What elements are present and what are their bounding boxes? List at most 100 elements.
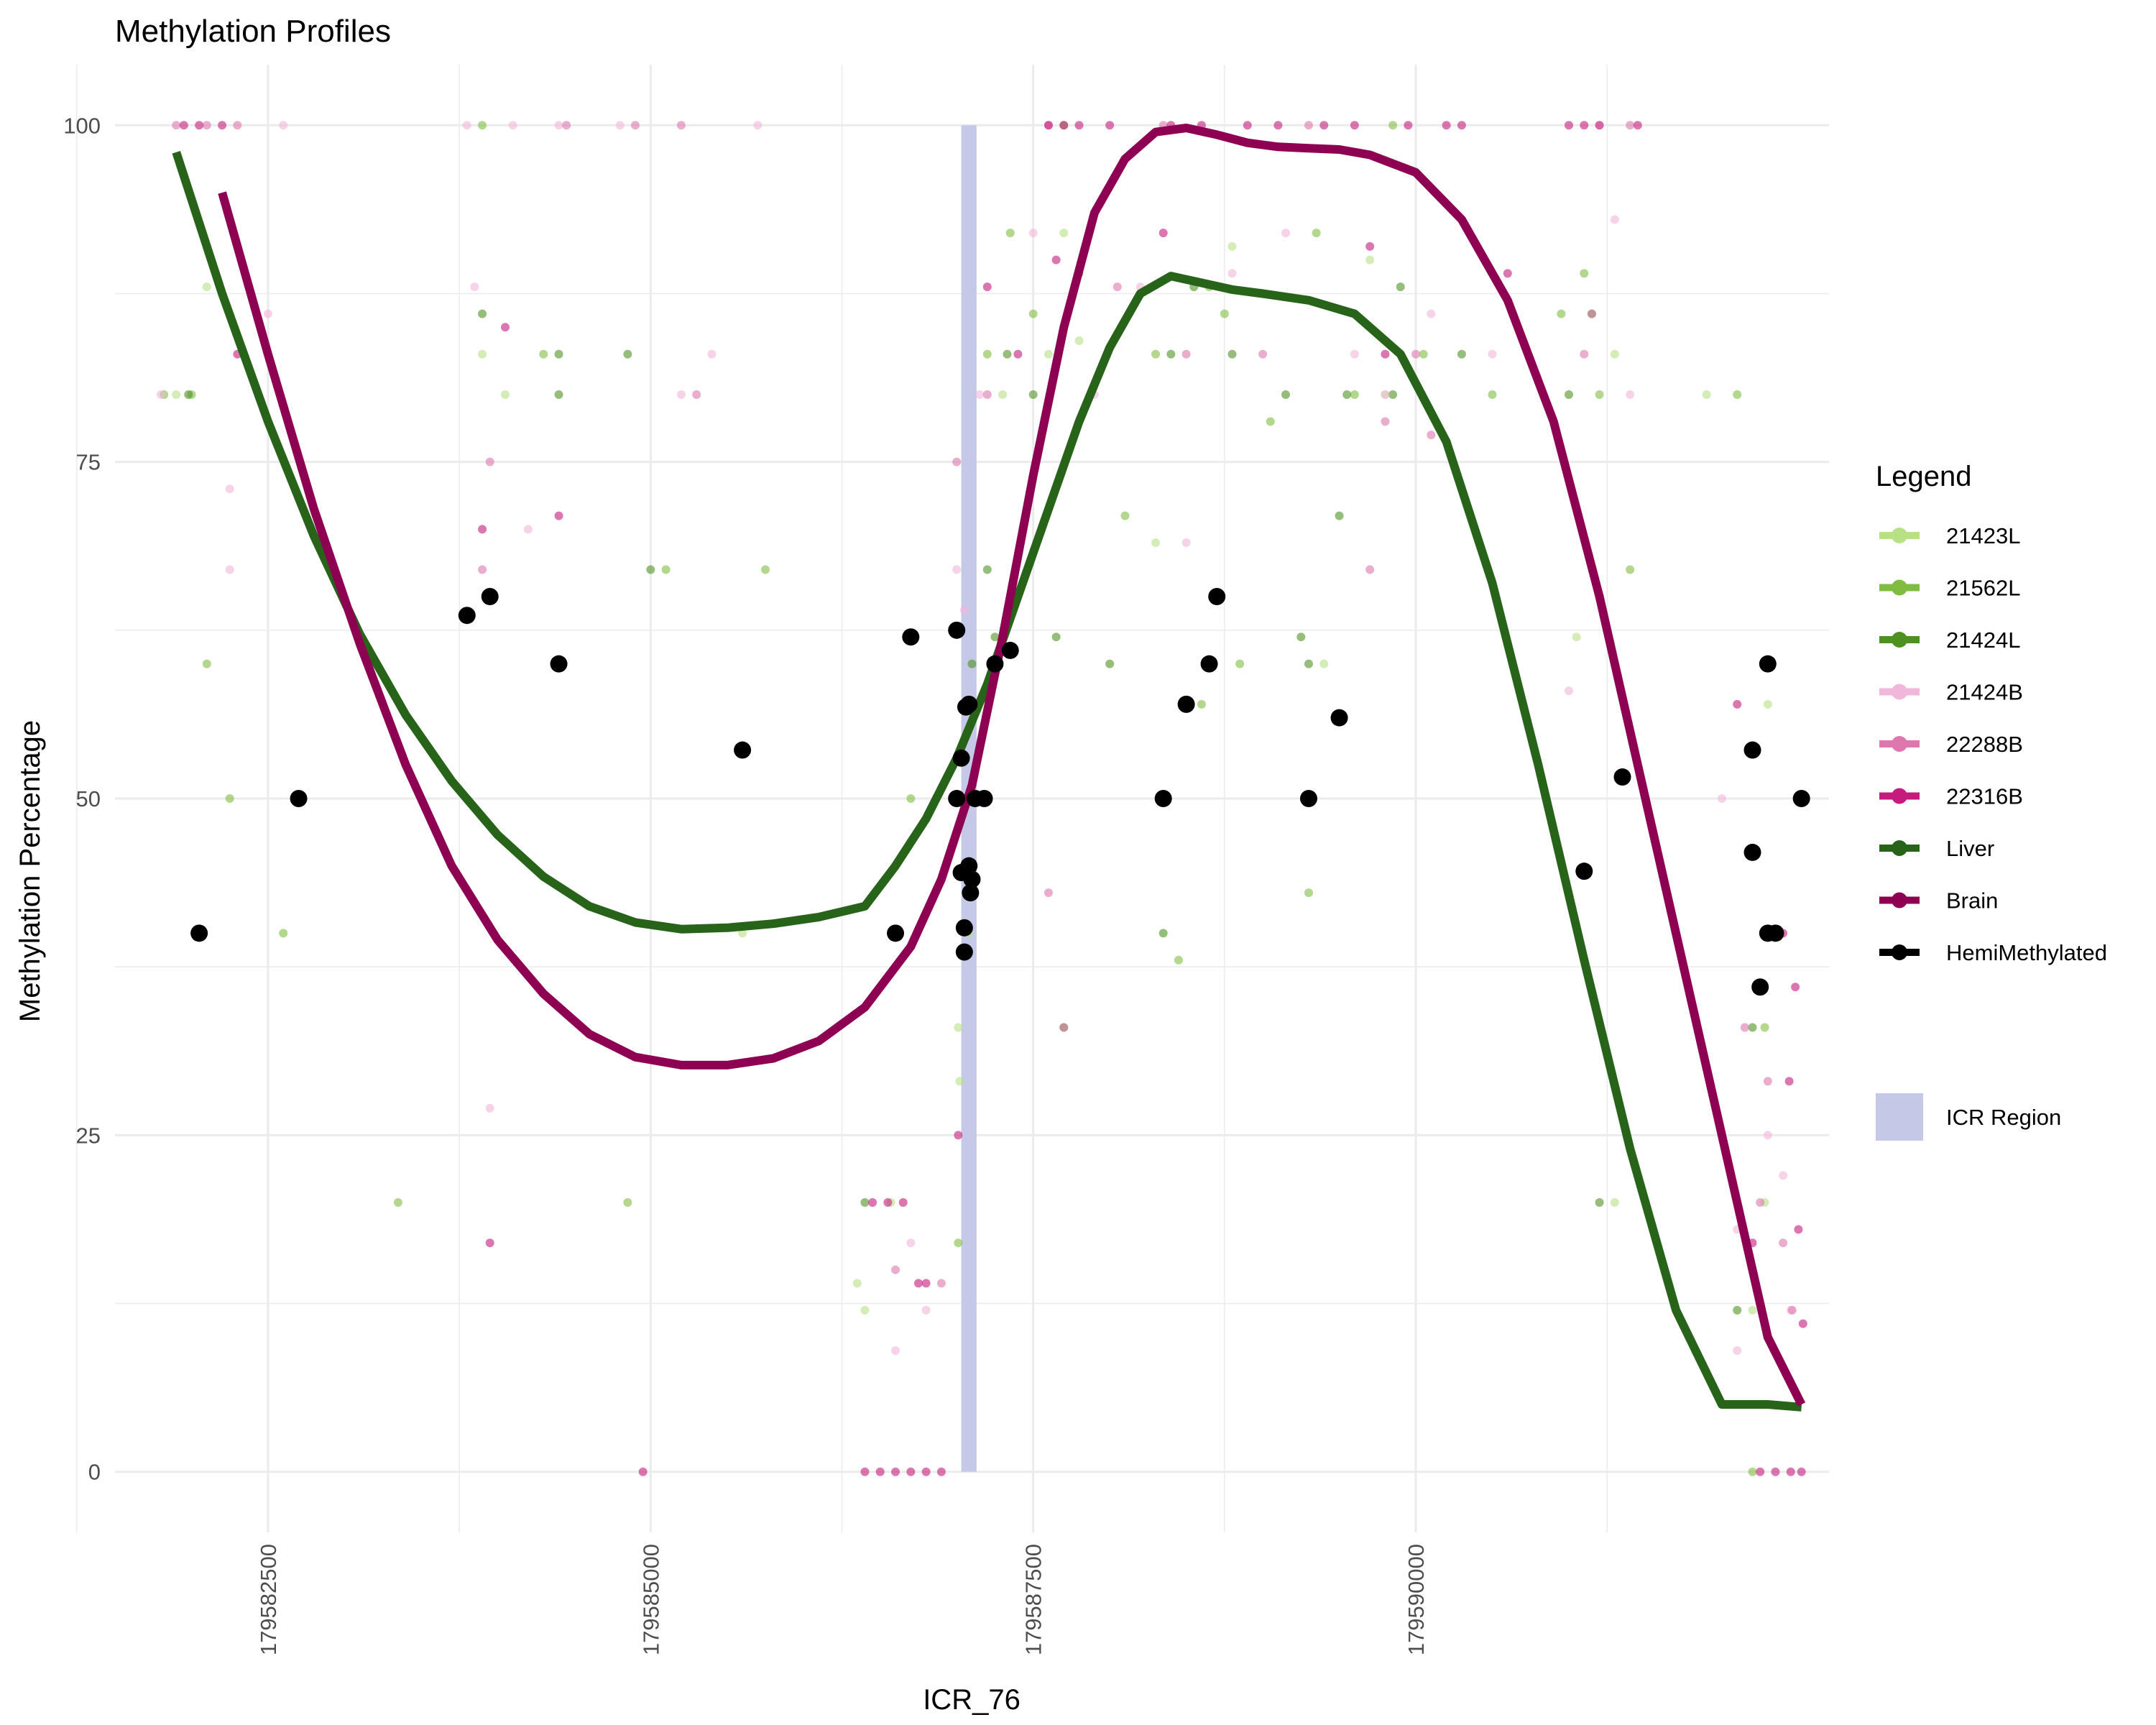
legend-key-point-8 — [1892, 944, 1907, 960]
legend-items: 21423L 21562L 21424L 21424B 22288B 22316B Live… — [1879, 523, 2107, 965]
point-22316B-54 — [1798, 1319, 1807, 1328]
point-21562L-35 — [1174, 955, 1183, 965]
point-22288B-26 — [1787, 1305, 1797, 1315]
point-22316B-29 — [1243, 121, 1252, 130]
point-21424B-14 — [707, 349, 717, 359]
point-22288B-14 — [1181, 349, 1191, 359]
point-21424B-29 — [1381, 390, 1390, 399]
legend-label-8: HemiMethylated — [1946, 940, 2107, 965]
point-21423L-11 — [1319, 659, 1329, 668]
point-22316B-35 — [1404, 121, 1413, 130]
point-21424B-8 — [485, 1103, 494, 1113]
point-22288B-27 — [891, 1265, 900, 1274]
legend: Legend 21423L 21562L 21424L 21424B 22288B 223… — [1876, 461, 2107, 1141]
point-21562L-33 — [1760, 1023, 1769, 1032]
point-21424B-16 — [891, 1346, 900, 1356]
point-22316B-43 — [1733, 699, 1742, 709]
point-22316B-10 — [875, 1467, 885, 1476]
legend-label-4: 22288B — [1946, 732, 2023, 757]
legend-key-point-3 — [1892, 684, 1907, 700]
point-21424L-21 — [1335, 511, 1344, 520]
point-22288B-24 — [1763, 1077, 1772, 1086]
point-21423L-17 — [860, 1305, 870, 1315]
x-tick-label-0: 179582500 — [256, 1544, 281, 1655]
point-21562L-26 — [1419, 349, 1428, 359]
point-21423L-21 — [1748, 1305, 1757, 1315]
legend-label-6: Liver — [1946, 836, 1994, 861]
point-22316B-51 — [1784, 1077, 1794, 1086]
point-21562L-10 — [761, 565, 770, 574]
point-21562L-30 — [1595, 390, 1604, 399]
point-hemimethylated-17 — [963, 870, 981, 888]
y-axis-title: Methylation Percentage — [14, 720, 46, 1022]
line-liver — [172, 150, 1802, 1412]
legend-label-3: 21424B — [1946, 680, 2023, 705]
point-21424L-2 — [554, 349, 563, 359]
point-hemimethylated-21 — [986, 655, 1004, 673]
point-21424B-28 — [1350, 349, 1359, 359]
point-21424L-30 — [1748, 1023, 1757, 1032]
point-hemimethylated-8 — [948, 621, 966, 639]
point-22316B-22 — [1013, 349, 1023, 359]
x-tick-label-3: 179590000 — [1404, 1544, 1429, 1655]
legend-label-5: 22316B — [1946, 784, 2023, 809]
point-22316B-26 — [1105, 121, 1115, 130]
point-21424B-6 — [462, 121, 471, 130]
point-21562L-24 — [1350, 390, 1359, 399]
point-22316B-14 — [936, 1467, 946, 1476]
point-22288B-0 — [172, 121, 181, 130]
point-21562L-25 — [1388, 121, 1398, 130]
point-21562L-8 — [623, 1198, 632, 1208]
point-21424L-29 — [1733, 1305, 1742, 1315]
point-21562L-2 — [202, 659, 211, 668]
point-hemimethylated-29 — [1575, 862, 1593, 880]
point-21423L-0 — [172, 390, 181, 399]
point-21562L-34 — [1748, 1467, 1757, 1476]
point-21423L-6 — [998, 390, 1008, 399]
x-tick-label-1: 179585000 — [638, 1544, 663, 1655]
point-22316B-42 — [1633, 121, 1642, 130]
point-21562L-37 — [1235, 659, 1245, 668]
point-21424L-8 — [982, 565, 992, 574]
point-21562L-29 — [1580, 269, 1589, 278]
point-21424L-1 — [478, 309, 487, 318]
point-hemimethylated-26 — [1208, 587, 1226, 605]
point-22288B-7 — [676, 121, 686, 130]
point-22288B-15 — [1258, 349, 1268, 359]
point-22316B-23 — [1044, 121, 1053, 130]
point-22316B-52 — [1791, 983, 1800, 992]
point-21562L-32 — [1733, 390, 1742, 399]
chart-title: Methylation Profiles — [115, 14, 391, 49]
point-21424B-32 — [1564, 686, 1573, 696]
point-21424B-0 — [156, 390, 165, 399]
point-22316B-33 — [1365, 242, 1375, 251]
legend-title: Legend — [1876, 461, 1971, 492]
point-22316B-6 — [501, 323, 510, 332]
point-21562L-22 — [1266, 417, 1275, 426]
point-21423L-24 — [955, 1077, 964, 1086]
point-hemimethylated-27 — [1299, 790, 1317, 807]
point-22316B-38 — [1503, 269, 1512, 278]
point-22288B-30 — [1626, 121, 1635, 130]
point-layer — [156, 121, 1807, 1476]
point-21423L-14 — [1610, 1198, 1619, 1208]
point-22316B-17 — [898, 1198, 908, 1208]
point-hemimethylated-30 — [1613, 768, 1631, 786]
point-22316B-4 — [478, 525, 487, 534]
point-hemimethylated-20 — [975, 790, 993, 807]
point-22316B-30 — [1273, 121, 1283, 130]
point-22316B-7 — [554, 511, 563, 520]
point-21424B-35 — [1717, 794, 1726, 803]
point-22288B-1 — [202, 121, 211, 130]
point-21423L-18 — [954, 1023, 963, 1032]
point-21424B-39 — [1779, 1171, 1788, 1180]
point-hemimethylated-3 — [481, 587, 499, 605]
point-hemimethylated-25 — [1200, 655, 1218, 673]
point-21562L-21 — [1220, 309, 1229, 318]
point-21562L-23 — [1312, 229, 1321, 238]
point-21424L-3 — [554, 390, 563, 399]
point-22288B-23 — [1756, 1198, 1765, 1208]
point-21562L-19 — [1151, 349, 1161, 359]
point-22288B-4 — [485, 457, 494, 466]
